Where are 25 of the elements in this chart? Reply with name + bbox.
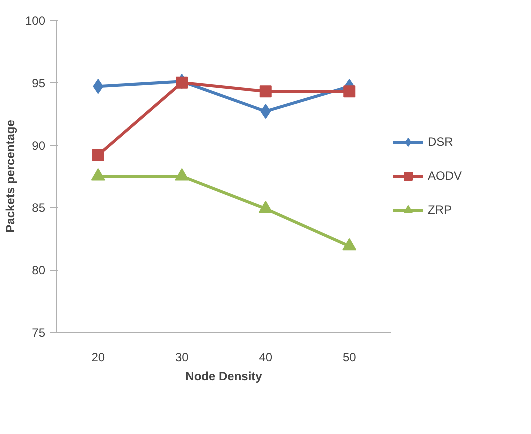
y-axis-title: Packets percentage <box>3 120 18 233</box>
y-tick-label: 75 <box>32 326 46 340</box>
point <box>344 86 356 98</box>
point <box>176 76 188 89</box>
legend-label: DSR <box>428 135 454 149</box>
x-tick-label: 50 <box>342 350 357 364</box>
point <box>260 86 272 98</box>
x-axis-title: Node Density <box>186 370 263 384</box>
point <box>175 168 190 181</box>
x-tick-label: 30 <box>175 350 190 364</box>
y-tick-label: 90 <box>32 138 46 153</box>
legend-label: ZRP <box>428 203 452 217</box>
y-tick-label: 80 <box>32 264 46 278</box>
point <box>258 200 273 214</box>
point <box>93 79 104 94</box>
point <box>260 104 272 120</box>
point <box>91 168 106 181</box>
legend-label: AODV <box>428 169 462 183</box>
y-tick-label: 85 <box>32 201 46 216</box>
y-tick-label: 95 <box>32 76 46 90</box>
point <box>342 238 357 251</box>
point <box>92 149 104 162</box>
y-tick-label: 100 <box>25 14 46 28</box>
x-tick-label: 20 <box>92 350 106 364</box>
x-tick-label: 40 <box>259 350 273 364</box>
